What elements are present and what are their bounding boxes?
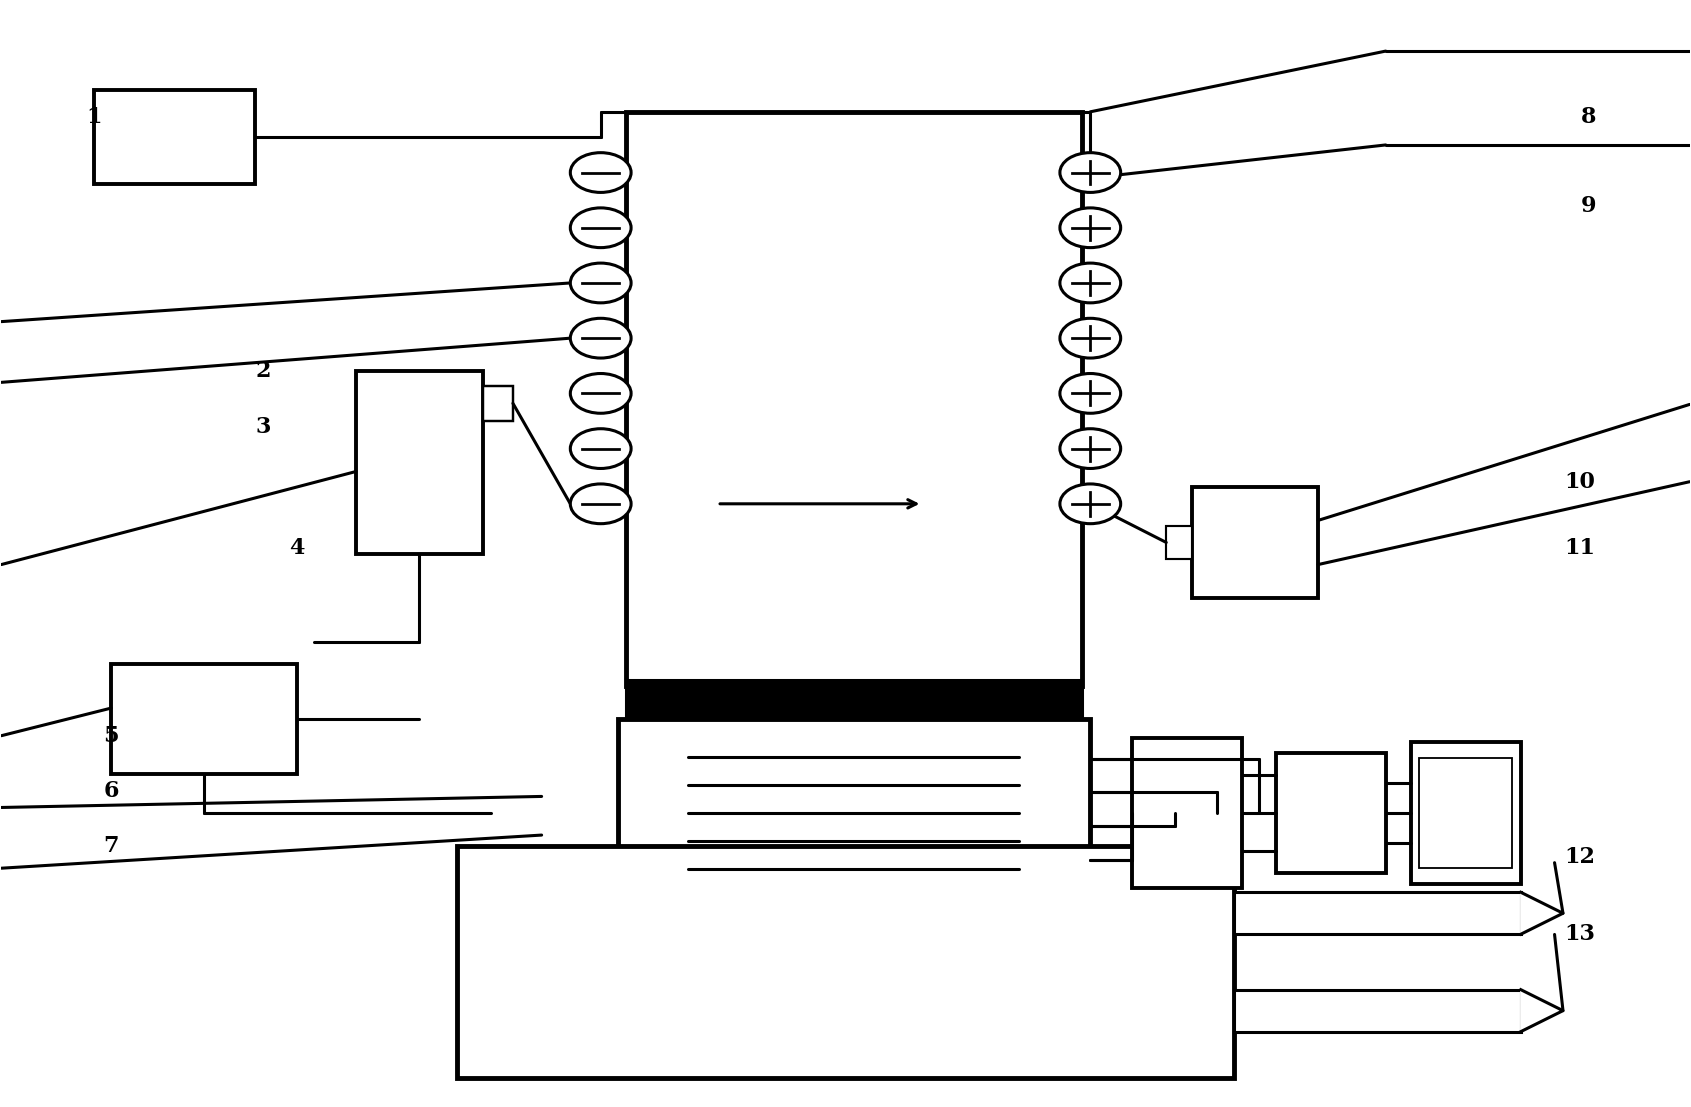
- Circle shape: [1060, 263, 1121, 303]
- Bar: [95, 90, 255, 184]
- Bar: [1410, 742, 1520, 884]
- Bar: [1167, 526, 1192, 559]
- Circle shape: [1060, 319, 1121, 358]
- Circle shape: [570, 373, 631, 413]
- Circle shape: [570, 484, 631, 524]
- Circle shape: [1060, 208, 1121, 248]
- Bar: [1277, 753, 1385, 873]
- Bar: [626, 112, 1082, 686]
- Text: 11: 11: [1564, 537, 1595, 559]
- Circle shape: [1060, 428, 1121, 468]
- Circle shape: [570, 428, 631, 468]
- Text: 12: 12: [1564, 846, 1595, 868]
- Bar: [112, 664, 298, 774]
- Bar: [1419, 758, 1512, 868]
- Bar: [1234, 990, 1520, 1032]
- Circle shape: [1060, 484, 1121, 524]
- Text: 9: 9: [1581, 195, 1596, 217]
- Bar: [482, 385, 512, 421]
- Text: 10: 10: [1564, 470, 1595, 493]
- Polygon shape: [1520, 892, 1562, 934]
- Circle shape: [570, 208, 631, 248]
- Text: 4: 4: [289, 537, 304, 559]
- Text: 2: 2: [255, 360, 271, 382]
- Bar: [617, 720, 1091, 907]
- Bar: [355, 371, 482, 554]
- Text: 1: 1: [86, 106, 101, 128]
- Text: 5: 5: [103, 725, 118, 747]
- Text: 8: 8: [1581, 106, 1596, 128]
- Circle shape: [1060, 373, 1121, 413]
- Text: 3: 3: [255, 415, 271, 437]
- Circle shape: [570, 263, 631, 303]
- Circle shape: [1060, 153, 1121, 193]
- Bar: [626, 681, 1082, 720]
- Bar: [1234, 892, 1520, 934]
- Text: 7: 7: [103, 835, 118, 857]
- Circle shape: [570, 319, 631, 358]
- Bar: [457, 846, 1234, 1078]
- Polygon shape: [1520, 990, 1562, 1032]
- Text: 6: 6: [103, 780, 118, 801]
- Bar: [1133, 738, 1243, 888]
- Circle shape: [570, 153, 631, 193]
- Text: 13: 13: [1564, 923, 1595, 945]
- Bar: [1192, 487, 1319, 598]
